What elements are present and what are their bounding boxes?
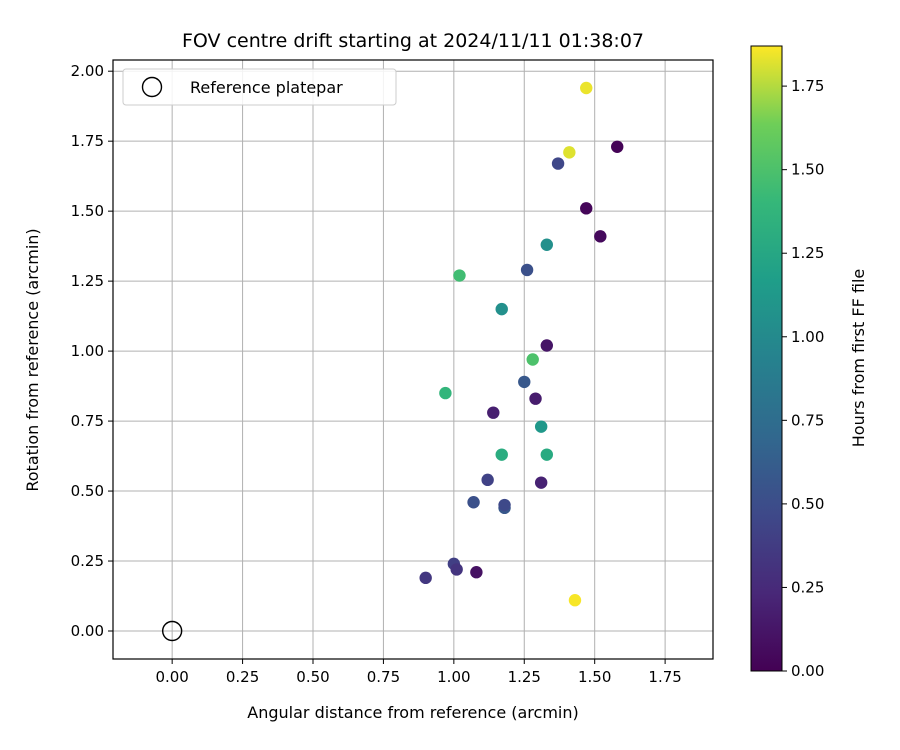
plot-frame bbox=[112, 59, 714, 660]
colorbar-tick-label: 1.50 bbox=[791, 161, 824, 179]
y-tick-label: 1.50 bbox=[71, 202, 104, 220]
data-point bbox=[439, 386, 452, 400]
data-point bbox=[419, 571, 432, 585]
data-point bbox=[467, 496, 480, 509]
grid-layer bbox=[113, 60, 713, 659]
y-tick-label: 1.25 bbox=[71, 272, 104, 290]
legend-box bbox=[122, 68, 397, 106]
x-tick-label: 1.00 bbox=[437, 668, 470, 686]
data-point bbox=[529, 392, 542, 405]
colorbar-tick-label: 0.50 bbox=[791, 495, 824, 513]
data-point bbox=[470, 566, 483, 579]
data-point bbox=[520, 263, 534, 277]
y-axis-label: Rotation from reference (arcmin) bbox=[23, 228, 42, 491]
data-point bbox=[594, 230, 607, 243]
colorbar-tick-label: 1.00 bbox=[791, 328, 824, 346]
ticks-layer: 0.00 0.25 0.50 0.75 1.00 1.25 1.50 1.75 0.00 0.25… bbox=[71, 62, 682, 686]
colorbar-tick-label: 0.75 bbox=[791, 411, 824, 429]
y-tick-label: 0.25 bbox=[71, 552, 104, 570]
colorbar bbox=[750, 45, 783, 672]
data-point bbox=[540, 448, 554, 461]
reference-point-marker bbox=[161, 620, 183, 642]
legend: Reference platepar bbox=[122, 68, 397, 106]
colorbar-tick-label: 1.25 bbox=[791, 244, 824, 262]
colorbar-tick-label: 0.25 bbox=[791, 578, 824, 596]
data-point bbox=[518, 375, 531, 389]
data-point bbox=[495, 302, 508, 316]
x-tick-label: 0.75 bbox=[367, 668, 400, 686]
y-tick-label: 0.50 bbox=[71, 482, 104, 500]
colorbar-tick-label: 0.00 bbox=[791, 662, 824, 680]
data-point bbox=[526, 353, 539, 366]
y-tick-label: 0.75 bbox=[71, 412, 104, 430]
legend-marker-reference bbox=[141, 76, 163, 98]
data-point bbox=[580, 202, 593, 215]
y-tick-label: 1.00 bbox=[71, 342, 104, 360]
colorbar-tick-label: 1.75 bbox=[791, 77, 824, 95]
data-point bbox=[540, 339, 554, 352]
data-point bbox=[495, 448, 508, 461]
y-tick-label: 0.00 bbox=[71, 622, 104, 640]
data-point bbox=[580, 81, 593, 95]
data-point bbox=[534, 476, 548, 489]
colorbar-label: Hours from first FF file bbox=[849, 269, 868, 448]
chart-title: FOV centre drift starting at 2024/11/11 … bbox=[182, 30, 644, 52]
data-point bbox=[611, 140, 624, 153]
data-point bbox=[540, 238, 554, 251]
data-point bbox=[453, 269, 466, 282]
data-point bbox=[568, 594, 582, 607]
data-point bbox=[498, 498, 511, 512]
x-tick-label: 0.50 bbox=[296, 668, 329, 686]
x-tick-label: 1.50 bbox=[578, 668, 611, 686]
x-axis-label: Angular distance from reference (arcmin) bbox=[247, 703, 578, 722]
colorbar-ticks: 0.00 0.25 0.50 0.75 1.00 1.25 1.50 1.75 bbox=[782, 77, 824, 680]
legend-label-reference: Reference platepar bbox=[190, 78, 343, 97]
data-point bbox=[450, 563, 463, 576]
data-point bbox=[481, 473, 494, 487]
x-tick-label: 0.00 bbox=[155, 668, 188, 686]
data-point bbox=[534, 420, 548, 433]
data-point bbox=[551, 157, 565, 170]
x-tick-label: 1.75 bbox=[648, 668, 681, 686]
y-tick-label: 2.00 bbox=[71, 62, 104, 80]
x-tick-label: 0.25 bbox=[226, 668, 259, 686]
data-point bbox=[563, 146, 576, 159]
x-tick-label: 1.25 bbox=[508, 668, 541, 686]
data-point bbox=[487, 406, 500, 419]
y-tick-label: 1.75 bbox=[71, 132, 104, 150]
points-layer bbox=[161, 81, 624, 642]
